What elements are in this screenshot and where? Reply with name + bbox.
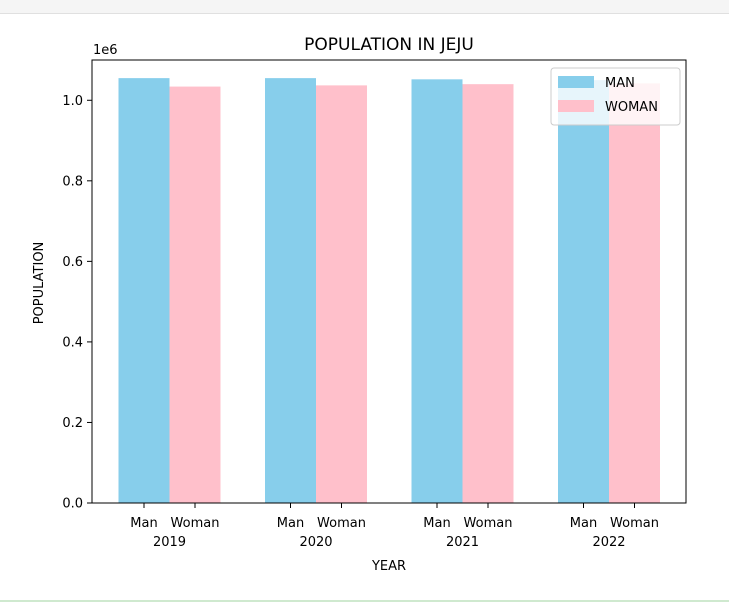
- x-tick-label: Woman: [464, 516, 513, 531]
- y-ticks-group: 0.0 0.2 0.4 0.6 0.8 1.0: [62, 94, 92, 512]
- notebook-cell-output-border: [0, 0, 729, 14]
- legend-label-man: MAN: [605, 76, 635, 91]
- x-tick-label: Woman: [317, 516, 366, 531]
- y-tick-label: 1.0: [62, 94, 83, 109]
- x-category-label: 2021: [446, 535, 479, 550]
- y-tick-label: 0.4: [62, 335, 83, 350]
- bar-man-2020: [265, 78, 316, 503]
- cell-bottom-border: [0, 600, 729, 602]
- y-tick-label: 0.2: [62, 416, 83, 431]
- y-tick-label: 0.0: [62, 497, 83, 512]
- y-axis-offset-label: 1e6: [93, 43, 118, 58]
- plot-area-frame: [91, 59, 687, 504]
- x-tick-label: Woman: [171, 516, 220, 531]
- bar-woman-2022: [609, 83, 660, 503]
- x-category-label: 2022: [592, 535, 625, 550]
- x-tick-label: Woman: [610, 516, 659, 531]
- bars-group: [118, 78, 660, 504]
- legend-swatch-woman: [558, 100, 594, 112]
- bar-woman-2019: [169, 86, 221, 503]
- bar-man-2022: [558, 80, 609, 504]
- legend: MAN WOMAN: [550, 67, 681, 126]
- y-axis-label: POPULATION: [32, 242, 47, 325]
- legend-label-woman: WOMAN: [605, 100, 658, 115]
- x-category-label: 2019: [153, 535, 186, 550]
- y-tick-label: 0.8: [62, 174, 83, 189]
- y-tick-label: 0.6: [62, 255, 83, 270]
- x-ticks-group: Man Woman 2019 Man Woman 2020 Man Woman 2021 Man W…: [130, 503, 659, 550]
- bar-man-2021: [411, 79, 463, 504]
- x-axis-label: YEAR: [371, 559, 406, 574]
- x-tick-label: Man: [570, 516, 597, 531]
- bar-woman-2021: [462, 84, 514, 503]
- x-tick-label: Man: [130, 516, 157, 531]
- bar-man-2019: [118, 78, 170, 503]
- x-tick-label: Man: [423, 516, 450, 531]
- chart-title: POPULATION IN JEJU: [304, 35, 474, 55]
- x-category-label: 2020: [299, 535, 332, 550]
- x-tick-label: Man: [277, 516, 304, 531]
- bar-woman-2020: [316, 85, 367, 503]
- legend-swatch-man: [558, 76, 594, 88]
